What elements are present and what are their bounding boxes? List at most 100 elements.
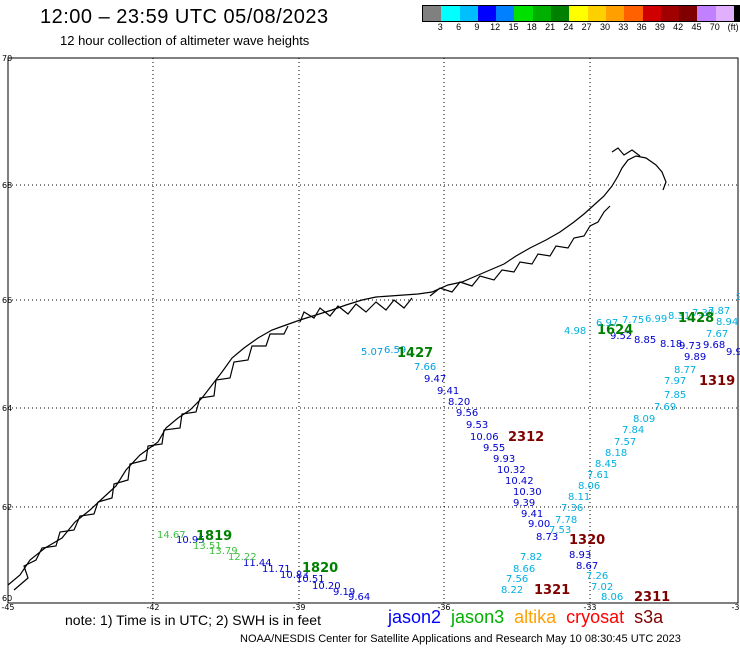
graticule: -45 -42 -39 -36 -33 -30 70 68 66 64 62 60 — [1, 54, 740, 612]
wave-height-value: 7.82 — [520, 552, 542, 563]
legend-item-altika: altika — [514, 607, 557, 627]
wave-height-value: 8.94 — [716, 317, 738, 328]
wave-height-value: 9.47 — [424, 374, 446, 385]
wave-height-value: 7.67 — [706, 329, 728, 340]
wave-height-value: 7.87 — [708, 306, 730, 317]
colorbar-swatch — [423, 6, 442, 21]
colorbar-label: 36 — [636, 22, 647, 32]
colorbar-swatch — [441, 6, 460, 21]
wave-height-value: 9.9 — [726, 347, 740, 358]
wave-height-value: 10.32 — [497, 465, 526, 476]
credit-line: NOAA/NESDIS Center for Satellite Applica… — [240, 633, 681, 645]
wave-height-value: 10.95 — [176, 535, 205, 546]
wave-height-value: 9.56 — [456, 408, 478, 419]
map-title: 12:00 – 23:59 UTC 05/08/2023 — [40, 6, 329, 28]
pass-time-label: 1320 — [569, 533, 605, 548]
wave-height-value: 9.64 — [348, 592, 370, 603]
colorbar-label: 24 — [563, 22, 574, 32]
wave-height-value: 8.85 — [634, 335, 656, 346]
pass-time-label: 1819 — [196, 529, 232, 544]
colorbar-swatch — [734, 6, 740, 21]
wave-height-colorbar — [422, 5, 740, 22]
wave-height-value: 8.67 — [576, 561, 598, 572]
wave-height-value: 14.67 — [157, 530, 186, 541]
pass-time-label: 2311 — [634, 590, 670, 605]
wave-height-value: 9.53 — [466, 420, 488, 431]
wave-height-value: 9.55 — [483, 443, 505, 454]
colorbar-swatch — [477, 6, 497, 21]
latitude-tick-label: 62 — [2, 503, 12, 512]
wave-height-value: 8.45 — [595, 459, 617, 470]
colorbar-swatch — [514, 6, 533, 21]
wave-height-value: 8.18 — [605, 448, 627, 459]
wave-height-value: 11.44 — [243, 558, 272, 569]
wave-height-value: 6.59 — [384, 345, 406, 356]
wave-height-value: 10.83 — [280, 570, 309, 581]
colorbar-label: 27 — [581, 22, 592, 32]
colorbar-swatch — [715, 6, 735, 21]
colorbar-label: 18 — [526, 22, 537, 32]
wave-height-value: 9.00 — [528, 519, 550, 530]
wave-height-value: 10.42 — [505, 476, 534, 487]
wave-height-value: 7.57 — [614, 437, 636, 448]
wave-height-value: 8.93 — [569, 550, 591, 561]
wave-height-value: 8.18 — [660, 339, 682, 350]
wave-height-value: 12.22 — [228, 552, 257, 563]
latitude-tick-label: 60 — [2, 594, 12, 603]
wave-height-value: 7.84 — [622, 425, 644, 436]
colorbar-swatch — [697, 6, 716, 21]
altimeter-tracks: 9.479.418.209.569.5310.069.559.9310.3210… — [157, 292, 740, 605]
colorbar-labels: 3 6 9 12 15 18 21 24 27 30 33 36 39 42 45 70 (ft) — [422, 22, 739, 34]
wave-height-value: 7.85 — [664, 390, 686, 401]
wave-height-value: 9.41 — [437, 386, 459, 397]
longitude-tick-label: -39 — [292, 603, 305, 612]
wave-height-value: 7.53 — [549, 525, 571, 536]
longitude-tick-label: -33 — [583, 603, 596, 612]
latitude-tick-label: 68 — [2, 181, 12, 190]
wave-height-value: 9.68 — [703, 340, 725, 351]
colorbar-label: 33 — [618, 22, 629, 32]
pass-time-label: 1319 — [699, 374, 735, 389]
colorbar-swatch — [532, 6, 552, 21]
pass-time-label: 1624 — [597, 323, 633, 338]
wave-height-value: 7.61 — [587, 470, 609, 481]
wave-height-value: 10.20 — [312, 581, 341, 592]
wave-height-value: 5.07 — [361, 347, 383, 358]
wave-height-value: 4.98 — [564, 326, 586, 337]
colorbar-label: 12 — [490, 22, 501, 32]
colorbar-swatch — [660, 6, 680, 21]
latitude-tick-label: 64 — [2, 404, 12, 413]
wave-height-value: 9.41 — [521, 509, 543, 520]
wave-height-value: 11.71 — [262, 564, 291, 575]
wave-height-value: 13.51 — [193, 541, 222, 552]
wave-height-value: 8.31 — [668, 311, 690, 322]
wave-height-value: 9.89 — [684, 352, 706, 363]
pass-time-label: 1427 — [397, 346, 433, 361]
colorbar-label: 45 — [691, 22, 702, 32]
wave-height-value: 7.36 — [561, 503, 583, 514]
colorbar-label: 39 — [654, 22, 665, 32]
wave-height-value: 9.93 — [493, 454, 515, 465]
wave-height-value: 8.06 — [578, 481, 600, 492]
wave-height-value: 10.51 — [296, 574, 325, 585]
wave-height-value: 8.20 — [448, 397, 470, 408]
wave-height-value: 9.00 — [736, 292, 740, 303]
colorbar-label: 70 — [709, 22, 720, 32]
pass-time-label: 1321 — [534, 583, 570, 598]
pass-time-label: 1428 — [678, 311, 714, 326]
greenland-coastline — [7, 147, 667, 591]
wave-height-value: 8.73 — [536, 532, 558, 543]
colorbar-label: 15 — [508, 22, 519, 32]
colorbar-label: 6 — [456, 22, 462, 32]
colorbar-swatch — [642, 6, 661, 21]
wave-height-value: 9.52 — [610, 331, 632, 342]
longitude-tick-label: -30 — [731, 603, 740, 612]
wave-height-value: 8.22 — [501, 585, 523, 596]
map-frame — [7, 57, 739, 604]
wave-height-value: 9.39 — [513, 498, 535, 509]
colorbar-label: (ft) — [727, 22, 739, 32]
wave-height-value: 8.06 — [601, 592, 623, 603]
wave-height-value: 7.26 — [586, 571, 608, 582]
pass-time-label: 1820 — [302, 561, 338, 576]
